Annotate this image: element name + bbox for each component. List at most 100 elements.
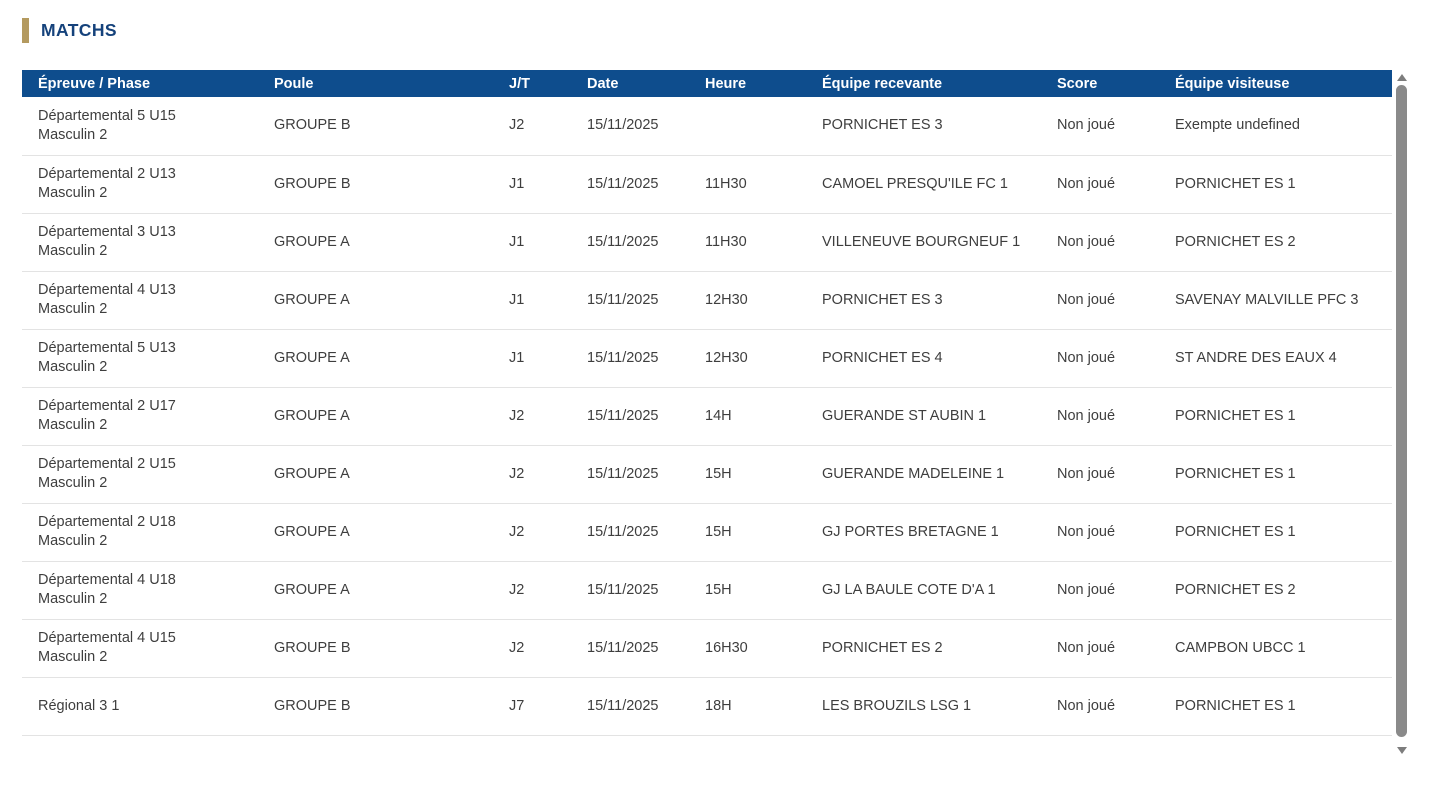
cell-date: 15/11/2025: [571, 561, 689, 620]
cell-epreuve-phase: Régional 3 1: [22, 677, 258, 736]
cell-score: Non joué: [1041, 677, 1159, 736]
cell-heure: 12H30: [689, 329, 806, 388]
cell-equipe-visiteuse: PORNICHET ES 1: [1159, 155, 1392, 214]
cell-score: Non joué: [1041, 619, 1159, 678]
cell-poule: GROUPE B: [258, 677, 493, 736]
cell-heure: 18H: [689, 677, 806, 736]
cell-jt: J2: [493, 503, 571, 562]
cell-epreuve-phase: Départemental 5 U13 Masculin 2: [22, 329, 258, 388]
cell-score: Non joué: [1041, 503, 1159, 562]
cell-jt: J2: [493, 619, 571, 678]
table-header-row: Épreuve / Phase Poule J/T Date Heure Équ…: [22, 70, 1392, 97]
vertical-scrollbar[interactable]: [1394, 70, 1410, 758]
cell-equipe-visiteuse: CAMPBON UBCC 1: [1159, 619, 1392, 678]
cell-date: 15/11/2025: [571, 445, 689, 504]
column-header-score: Score: [1041, 70, 1159, 97]
cell-poule: GROUPE A: [258, 329, 493, 388]
cell-equipe-recevante: GJ LA BAULE COTE D'A 1: [806, 561, 1041, 620]
match-row: Départemental 4 U18 Masculin 2 GROUPE A …: [22, 561, 1392, 620]
match-row: Départemental 2 U17 Masculin 2 GROUPE A …: [22, 387, 1392, 446]
matches-table: Épreuve / Phase Poule J/T Date Heure Équ…: [22, 70, 1392, 736]
cell-equipe-visiteuse: PORNICHET ES 1: [1159, 445, 1392, 504]
cell-epreuve-phase: Départemental 5 U15 Masculin 2: [22, 97, 258, 156]
cell-poule: GROUPE A: [258, 213, 493, 272]
cell-score: Non joué: [1041, 213, 1159, 272]
cell-poule: GROUPE A: [258, 271, 493, 330]
cell-heure: 11H30: [689, 213, 806, 272]
cell-equipe-recevante: LES BROUZILS LSG 1: [806, 677, 1041, 736]
cell-heure: 15H: [689, 445, 806, 504]
match-row: Départemental 3 U13 Masculin 2 GROUPE A …: [22, 213, 1392, 272]
cell-poule: GROUPE A: [258, 445, 493, 504]
cell-date: 15/11/2025: [571, 503, 689, 562]
cell-jt: J7: [493, 677, 571, 736]
scrollbar-thumb[interactable]: [1396, 85, 1407, 737]
cell-jt: J2: [493, 445, 571, 504]
cell-jt: J2: [493, 387, 571, 446]
match-row: Départemental 2 U18 Masculin 2 GROUPE A …: [22, 503, 1392, 562]
cell-heure: 11H30: [689, 155, 806, 214]
cell-equipe-recevante: PORNICHET ES 4: [806, 329, 1041, 388]
scrollbar-up-arrow-icon[interactable]: [1397, 74, 1407, 81]
cell-date: 15/11/2025: [571, 97, 689, 156]
match-row: Départemental 2 U13 Masculin 2 GROUPE B …: [22, 155, 1392, 214]
table-header: Épreuve / Phase Poule J/T Date Heure Équ…: [22, 70, 1392, 97]
cell-equipe-visiteuse: ST ANDRE DES EAUX 4: [1159, 329, 1392, 388]
match-row: Départemental 5 U13 Masculin 2 GROUPE A …: [22, 329, 1392, 388]
cell-epreuve-phase: Départemental 2 U15 Masculin 2: [22, 445, 258, 504]
cell-heure: 15H: [689, 561, 806, 620]
cell-equipe-visiteuse: PORNICHET ES 1: [1159, 503, 1392, 562]
cell-heure: 15H: [689, 503, 806, 562]
cell-date: 15/11/2025: [571, 213, 689, 272]
cell-jt: J1: [493, 155, 571, 214]
cell-heure: 12H30: [689, 271, 806, 330]
cell-score: Non joué: [1041, 271, 1159, 330]
column-header-jt: J/T: [493, 70, 571, 97]
matches-table-container: Épreuve / Phase Poule J/T Date Heure Équ…: [22, 70, 1392, 736]
cell-jt: J2: [493, 561, 571, 620]
match-row: Départemental 5 U15 Masculin 2 GROUPE B …: [22, 97, 1392, 156]
column-header-heure: Heure: [689, 70, 806, 97]
match-row: Régional 3 1 GROUPE B J7 15/11/2025 18H …: [22, 677, 1392, 736]
cell-epreuve-phase: Départemental 4 U15 Masculin 2: [22, 619, 258, 678]
cell-epreuve-phase: Départemental 4 U18 Masculin 2: [22, 561, 258, 620]
cell-score: Non joué: [1041, 329, 1159, 388]
cell-heure: [689, 97, 806, 156]
cell-equipe-recevante: PORNICHET ES 3: [806, 271, 1041, 330]
cell-poule: GROUPE A: [258, 387, 493, 446]
cell-score: Non joué: [1041, 387, 1159, 446]
cell-jt: J1: [493, 329, 571, 388]
cell-date: 15/11/2025: [571, 329, 689, 388]
cell-score: Non joué: [1041, 561, 1159, 620]
page-title: MATCHS: [41, 19, 117, 40]
cell-epreuve-phase: Départemental 3 U13 Masculin 2: [22, 213, 258, 272]
cell-jt: J2: [493, 97, 571, 156]
page-header: MATCHS: [22, 17, 117, 43]
cell-score: Non joué: [1041, 97, 1159, 156]
column-header-equipe-visiteuse: Équipe visiteuse: [1159, 70, 1392, 97]
cell-equipe-recevante: GUERANDE ST AUBIN 1: [806, 387, 1041, 446]
cell-epreuve-phase: Départemental 2 U18 Masculin 2: [22, 503, 258, 562]
scrollbar-down-arrow-icon[interactable]: [1397, 747, 1407, 754]
cell-date: 15/11/2025: [571, 677, 689, 736]
cell-equipe-recevante: GJ PORTES BRETAGNE 1: [806, 503, 1041, 562]
cell-heure: 16H30: [689, 619, 806, 678]
cell-score: Non joué: [1041, 155, 1159, 214]
cell-poule: GROUPE B: [258, 619, 493, 678]
cell-equipe-recevante: VILLENEUVE BOURGNEUF 1: [806, 213, 1041, 272]
cell-epreuve-phase: Départemental 2 U13 Masculin 2: [22, 155, 258, 214]
match-row: Départemental 4 U15 Masculin 2 GROUPE B …: [22, 619, 1392, 678]
cell-score: Non joué: [1041, 445, 1159, 504]
cell-epreuve-phase: Départemental 2 U17 Masculin 2: [22, 387, 258, 446]
cell-date: 15/11/2025: [571, 271, 689, 330]
cell-equipe-visiteuse: PORNICHET ES 2: [1159, 561, 1392, 620]
column-header-date: Date: [571, 70, 689, 97]
match-row: Départemental 4 U13 Masculin 2 GROUPE A …: [22, 271, 1392, 330]
cell-date: 15/11/2025: [571, 619, 689, 678]
title-accent-bar: [22, 17, 29, 43]
cell-heure: 14H: [689, 387, 806, 446]
cell-poule: GROUPE B: [258, 155, 493, 214]
column-header-poule: Poule: [258, 70, 493, 97]
cell-equipe-visiteuse: PORNICHET ES 1: [1159, 677, 1392, 736]
cell-equipe-recevante: PORNICHET ES 3: [806, 97, 1041, 156]
